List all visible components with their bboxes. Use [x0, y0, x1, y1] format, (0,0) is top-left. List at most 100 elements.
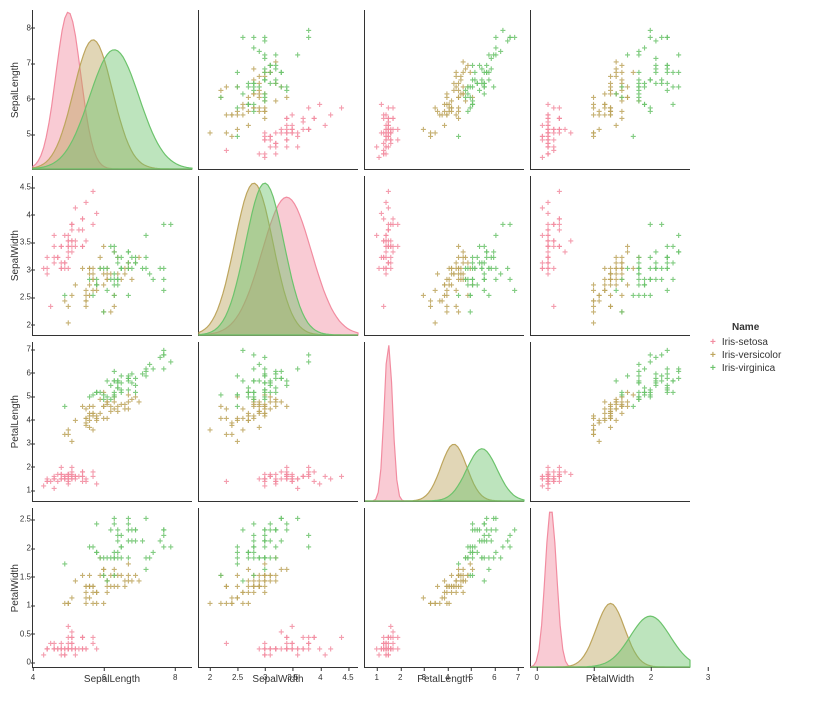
scatter-point: +: [245, 121, 251, 132]
scatter-point: +: [625, 388, 631, 399]
scatter-point: +: [636, 264, 642, 275]
scatter-point: +: [65, 319, 71, 330]
scatter-point: +: [456, 132, 462, 143]
scatter-point: +: [234, 132, 240, 143]
scatter-point: +: [65, 475, 71, 486]
scatter-point: +: [90, 187, 96, 198]
scatter-point: +: [446, 104, 452, 115]
scatter-point: +: [161, 542, 167, 553]
scatter-point: +: [556, 187, 562, 198]
scatter-point: +: [101, 308, 107, 319]
scatter-point: +: [76, 645, 82, 656]
x-ticks: 1234567: [365, 667, 524, 671]
scatter-point: +: [596, 437, 602, 448]
scatter-point: +: [381, 236, 387, 247]
scatter-point: +: [289, 470, 295, 481]
scatter-point: +: [44, 253, 50, 264]
scatter-point: +: [395, 135, 401, 146]
x-ticks: 468: [33, 667, 192, 671]
scatter-point: +: [126, 554, 132, 565]
scatter-point: +: [551, 104, 557, 115]
scatter-point: +: [477, 86, 483, 97]
scatter-point: +: [143, 565, 149, 576]
scatter-point: +: [446, 582, 452, 593]
scatter-point: +: [118, 264, 124, 275]
scatter-point: +: [262, 365, 268, 376]
scatter-point: +: [104, 576, 110, 587]
scatter-point: +: [90, 291, 96, 302]
scatter-point: +: [653, 381, 659, 392]
scatter-point: +: [65, 247, 71, 258]
scatter-point: +: [262, 565, 268, 576]
scatter-point: +: [245, 599, 251, 610]
scatter-point: +: [486, 51, 492, 62]
scatter-point: +: [444, 308, 450, 319]
scatter-point: +: [295, 365, 301, 376]
scatter-point: +: [126, 291, 132, 302]
scatter-point: +: [224, 128, 230, 139]
scatter-point: +: [437, 297, 443, 308]
scatter-point: +: [262, 588, 268, 599]
scatter-point: +: [80, 214, 86, 225]
scatter-point: +: [613, 264, 619, 275]
scatter-point: +: [613, 376, 619, 387]
scatter-point: +: [267, 79, 273, 90]
scatter-point: +: [51, 475, 57, 486]
scatter-point: +: [76, 472, 82, 483]
scatter-point: +: [44, 477, 50, 488]
scatter-point: +: [295, 142, 301, 153]
scatter-point: +: [625, 51, 631, 62]
scatter-point: +: [317, 100, 323, 111]
scatter-point: +: [505, 264, 511, 275]
scatter-point: +: [65, 236, 71, 247]
scatter-point: +: [507, 275, 513, 286]
scatter-point: +: [545, 118, 551, 129]
scatter-point: +: [670, 388, 676, 399]
scatter-point: +: [240, 33, 246, 44]
scatter-point: +: [507, 33, 513, 44]
scatter-point: +: [58, 242, 64, 253]
scatter-point: +: [500, 542, 506, 553]
scatter-point: +: [126, 386, 132, 397]
scatter-point: +: [143, 231, 149, 242]
scatter-point: +: [80, 264, 86, 275]
scatter-point: +: [383, 264, 389, 275]
scatter-point: +: [507, 542, 513, 553]
scatter-point: +: [251, 376, 257, 387]
scatter-point: +: [87, 393, 93, 404]
scatter-point: +: [432, 286, 438, 297]
scatter-point: +: [437, 111, 443, 122]
scatter-point: +: [73, 576, 79, 587]
scatter-point: +: [556, 463, 562, 474]
scatter-point: +: [284, 86, 290, 97]
scatter-point: +: [383, 128, 389, 139]
scatter-point: +: [470, 96, 476, 107]
scatter-point: +: [118, 386, 124, 397]
kde-panel: 0123: [530, 508, 690, 668]
scatter-point: +: [62, 402, 68, 413]
scatter-point: +: [486, 565, 492, 576]
scatter-point: +: [551, 264, 557, 275]
scatter-point: +: [383, 198, 389, 209]
scatter-point: +: [311, 477, 317, 488]
scatter-point: +: [493, 548, 499, 559]
scatter-point: +: [62, 291, 68, 302]
scatter-point: +: [240, 376, 246, 387]
scatter-point: +: [460, 588, 466, 599]
scatter-point: +: [664, 68, 670, 79]
scatter-point: +: [381, 302, 387, 313]
scatter-point: +: [224, 404, 230, 415]
scatter-point: +: [339, 633, 345, 644]
scatter-point: +: [97, 264, 103, 275]
scatter-point: +: [453, 302, 459, 313]
scatter-point: +: [493, 514, 499, 525]
scatter-point: +: [251, 365, 257, 376]
scatter-point: +: [551, 146, 557, 157]
scatter-point: +: [251, 582, 257, 593]
scatter-point: +: [273, 142, 279, 153]
scatter-point: +: [289, 128, 295, 139]
legend-item: +Iris-virginica: [710, 363, 781, 374]
scatter-point: +: [273, 525, 279, 536]
scatter-point: +: [97, 388, 103, 399]
scatter-point: +: [218, 390, 224, 401]
